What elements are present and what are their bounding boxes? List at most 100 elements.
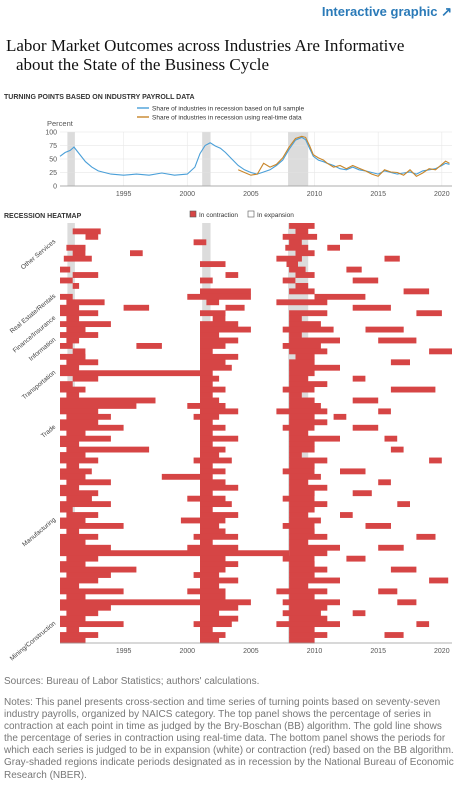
contraction-cell-17-2	[289, 315, 302, 322]
contraction-cell-9-0	[72, 272, 99, 278]
contraction-cell-27-2	[289, 370, 315, 377]
contraction-cell-9-1	[225, 272, 239, 278]
contraction-cell-62-1	[200, 561, 239, 568]
x-tick-label-heatmap-5: 2020	[434, 648, 450, 655]
contraction-cell-8-0	[60, 266, 71, 273]
contraction-cell-23-3	[429, 348, 452, 355]
contraction-cell-5-0	[72, 250, 86, 257]
contraction-cell-62-2	[289, 561, 315, 568]
x-tick-label-heatmap-1: 2000	[179, 648, 195, 655]
contraction-cell-38-2	[289, 430, 309, 437]
contraction-cell-51-0	[60, 501, 111, 508]
contraction-cell-60-1	[289, 550, 328, 557]
contraction-cell-11-1	[295, 283, 309, 289]
contraction-cell-31-0	[66, 392, 80, 398]
contraction-cell-38-0	[66, 430, 86, 437]
contraction-cell-67-0	[60, 588, 124, 595]
contraction-cell-51-2	[289, 501, 328, 508]
contraction-cell-54-2	[289, 517, 321, 524]
contraction-cell-57-0	[60, 533, 99, 540]
contraction-cell-41-0	[66, 446, 150, 453]
contraction-cell-73-1	[193, 621, 232, 628]
y-tick-label-0: 0	[53, 184, 57, 191]
x-tick-label-top-4: 2015	[370, 191, 386, 198]
contraction-cell-60-0	[60, 550, 290, 557]
contraction-cell-70-2	[289, 604, 328, 611]
contraction-cell-48-1	[200, 484, 239, 491]
contraction-cell-47-3	[378, 479, 391, 486]
contraction-cell-41-2	[289, 446, 315, 453]
contraction-cell-70-0	[60, 604, 111, 611]
contraction-cell-72-0	[60, 615, 86, 622]
y-tick-label-1: 25	[49, 170, 57, 177]
contraction-cell-63-1	[200, 566, 226, 573]
contraction-cell-22-2	[200, 343, 226, 349]
contraction-cell-66-1	[200, 583, 220, 589]
contraction-cell-37-1	[200, 424, 226, 431]
contraction-cell-25-0	[66, 359, 99, 366]
heatmap-legend-label-0: In contraction	[199, 212, 238, 219]
contraction-cell-64-0	[66, 572, 111, 578]
contraction-cell-61-3	[346, 555, 366, 562]
contraction-cell-55-3	[365, 523, 391, 529]
contraction-cell-31-2	[289, 392, 302, 398]
x-tick-label-top-2: 2005	[243, 191, 259, 198]
contraction-cell-35-0	[66, 413, 111, 420]
contraction-cell-58-1	[200, 539, 213, 546]
contraction-cell-65-0	[60, 577, 99, 584]
contraction-cell-47-0	[66, 479, 111, 486]
title-line-1: Labor Market Outcomes across Industries …	[6, 36, 405, 55]
contraction-cell-26-2	[289, 364, 340, 371]
contraction-cell-28-0	[72, 375, 99, 382]
contraction-cell-30-0	[60, 386, 86, 393]
contraction-cell-73-0	[60, 621, 124, 628]
contraction-cell-70-1	[200, 604, 239, 611]
y-tick-label-4: 100	[45, 130, 57, 137]
contraction-cell-30-1	[200, 386, 226, 393]
x-tick-label-top-3: 2010	[307, 191, 323, 198]
contraction-cell-50-2	[282, 495, 315, 502]
contraction-cell-37-3	[352, 424, 379, 431]
contraction-cell-30-3	[390, 386, 436, 393]
contraction-cell-71-3	[352, 610, 366, 617]
contraction-cell-21-3	[378, 337, 417, 344]
contraction-cell-42-0	[60, 452, 86, 458]
contraction-cell-39-0	[60, 435, 111, 442]
contraction-cell-58-0	[60, 539, 86, 546]
category-label-6: Manufacturing	[21, 516, 57, 548]
contraction-cell-29-2	[289, 381, 328, 388]
contraction-cell-16-0	[60, 310, 99, 317]
contraction-cell-14-0	[66, 299, 105, 306]
contraction-cell-75-0	[60, 632, 99, 638]
contraction-cell-46-0	[60, 473, 86, 480]
contraction-cell-53-1	[200, 512, 239, 518]
contraction-cell-11-0	[72, 283, 80, 289]
contraction-cell-54-1	[180, 517, 226, 524]
x-tick-label-heatmap-2: 2005	[243, 648, 259, 655]
contraction-cell-22-3	[282, 343, 321, 349]
contraction-cell-21-1	[200, 337, 239, 344]
contraction-cell-22-1	[136, 343, 162, 349]
contraction-cell-8-2	[346, 266, 362, 273]
contraction-cell-32-2	[289, 397, 315, 404]
category-label-0: Other Services	[20, 238, 58, 271]
contraction-cell-50-0	[66, 495, 92, 502]
contraction-cell-67-3	[378, 588, 398, 595]
contraction-cell-44-2	[289, 463, 315, 469]
contraction-cell-34-2	[276, 408, 328, 415]
contraction-cell-64-2	[289, 572, 315, 578]
contraction-cell-71-2	[282, 610, 321, 617]
contraction-cell-30-2	[282, 386, 315, 393]
interactive-graphic-label: Interactive graphic	[321, 4, 438, 19]
contraction-cell-4-1	[285, 244, 309, 251]
contraction-cell-44-1	[200, 463, 213, 469]
contraction-cell-53-3	[340, 512, 353, 518]
interactive-graphic-link[interactable]: Interactive graphic ↗	[322, 4, 452, 20]
x-tick-label-top-0: 1995	[116, 191, 132, 198]
contraction-cell-17-0	[66, 315, 80, 322]
contraction-cell-35-1	[193, 413, 220, 420]
contraction-cell-7-1	[286, 261, 298, 268]
contraction-cell-59-3	[378, 544, 404, 551]
contraction-cell-27-0	[60, 370, 200, 377]
contraction-cell-10-2	[282, 277, 296, 284]
